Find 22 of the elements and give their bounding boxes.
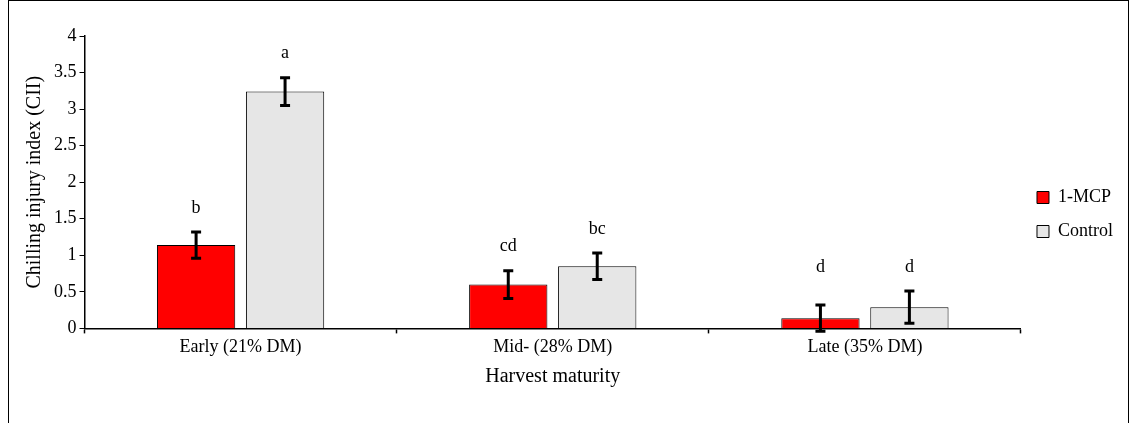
annotation: cd (499, 235, 517, 256)
y-tick-label: 0.5 (54, 280, 77, 301)
annotation: d (904, 255, 914, 276)
y-tick-label: 3.5 (54, 61, 77, 82)
annotation: bc (588, 217, 606, 238)
annotation: d (815, 255, 825, 276)
legend-label: Control (1058, 220, 1114, 241)
y-tick-label: 2 (67, 170, 77, 191)
annotation: b (191, 196, 201, 217)
legend-label: 1-MCP (1058, 186, 1112, 207)
y-tick-label: 2.5 (54, 134, 77, 155)
annotation: a (281, 42, 290, 63)
x-axis-title: Harvest maturity (485, 364, 621, 388)
x-tick-label: Early (21% DM) (179, 335, 302, 357)
y-tick-label: 4 (67, 24, 77, 45)
y-tick-label: 0 (67, 317, 77, 338)
y-axis-title: Chilling injury index (CII) (22, 75, 46, 289)
x-tick-label: Mid- (28% DM) (493, 335, 613, 357)
y-tick-label: 3 (67, 97, 77, 118)
y-tick-label: 1.5 (54, 207, 77, 228)
x-tick-label: Late (35% DM) (807, 335, 923, 357)
y-tick-label: 1 (67, 244, 77, 265)
